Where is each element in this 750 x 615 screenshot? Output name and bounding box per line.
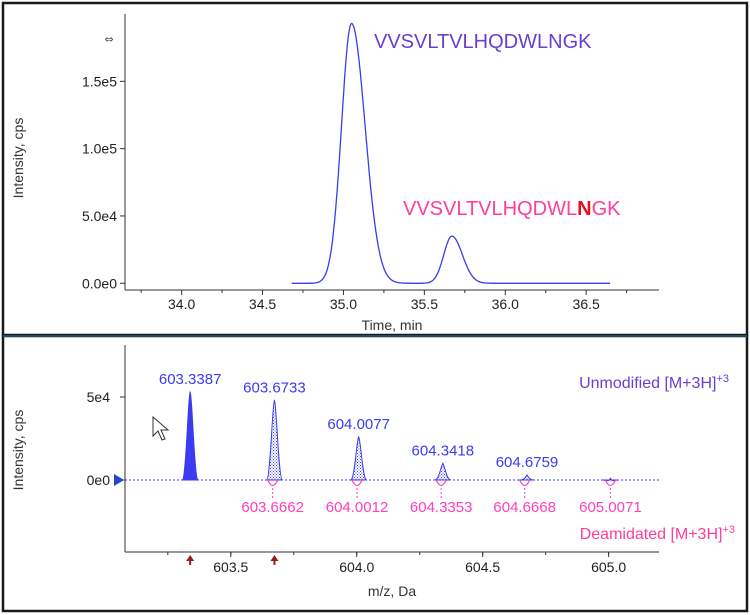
deamidated-peptide-prefix: VVSVLTVLHQDWL	[403, 198, 577, 220]
xic-y-tick-label: 0.0e0	[82, 275, 117, 291]
xic-y-tick-label: 1.0e5	[82, 141, 117, 157]
xic-xlabel: Time, min	[362, 317, 423, 333]
spectrum-x-tick-label: 604.5	[465, 559, 500, 575]
deamidated-peptide-suffix: GK	[592, 198, 622, 220]
spectrum-y-tick-label: 0e0	[87, 472, 111, 488]
spectrum-ylabel: Intensity, cps	[10, 410, 26, 491]
unmodified-peak	[434, 462, 452, 481]
xic-y-tick-label: 5.0e4	[82, 208, 117, 224]
unmodified-peptide-label: VVSVLTVLHQDWLNGK	[374, 31, 592, 53]
unmodified-peak-label: 604.0077	[327, 416, 390, 433]
xic-x-tick-label: 35.0	[330, 296, 357, 312]
spectrum-plot: 0e0 5e4 603.5 604.0 604.5 605.0 603.3387 603.…	[10, 345, 735, 599]
spectrum-y-tick-label: 5e4	[87, 389, 111, 405]
deamidated-legend-sup: +3	[722, 524, 735, 536]
unmodified-peak	[350, 435, 368, 481]
xic-x-tick-label: 36.0	[492, 296, 519, 312]
deamidated-peak-label: 604.3353	[410, 499, 473, 516]
unmodified-peak-label: 603.3387	[159, 371, 222, 388]
deamidated-peak	[267, 479, 279, 487]
unmodified-legend: Unmodified [M+3H]+3	[579, 373, 729, 392]
xic-x-tick-label: 35.5	[411, 296, 438, 312]
unmodified-peak-label: 603.6733	[243, 379, 306, 396]
deamidated-peak	[604, 479, 616, 487]
unmodified-peak-label: 604.3418	[412, 442, 475, 459]
unmodified-legend-text: Unmodified [M+3H]	[579, 375, 716, 392]
precursor-marker	[186, 555, 195, 561]
baseline-arrow-icon	[114, 474, 124, 486]
deamidated-legend: Deamidated [M+3H]+3	[580, 524, 735, 543]
spectrum-xlabel: m/z, Da	[368, 583, 416, 599]
unmodified-peak	[518, 473, 535, 481]
precursor-marker	[270, 555, 279, 561]
axis-arrow-icon: ⇕	[104, 35, 116, 44]
xic-x-tick-label: 36.5	[573, 296, 600, 312]
unmodified-peak	[181, 390, 199, 481]
deamidated-peak-label: 605.0071	[579, 499, 642, 516]
deamidated-peak-label: 604.6668	[493, 499, 556, 516]
spectrum-x-tick-label: 605.0	[591, 559, 626, 575]
xic-y-tick-label: 1.5e5	[82, 73, 117, 89]
xic-plot: 0.0e0 5.0e4 1.0e5 1.5e5 34.0 34.5 35.0 35.5 36.…	[10, 14, 659, 333]
deamidated-residue: N	[577, 198, 591, 220]
deamidated-peak	[519, 479, 531, 487]
spectrum-x-tick-label: 603.5	[213, 559, 248, 575]
unmodified-peak	[265, 399, 283, 481]
xic-ylabel: Intensity, cps	[10, 118, 26, 199]
spectrum-x-tick-label: 604.0	[339, 559, 374, 575]
xic-trace	[291, 22, 611, 284]
unmodified-legend-sup: +3	[716, 373, 729, 385]
deamidated-peptide-label: VVSVLTVLHQDWLNGK	[403, 198, 621, 220]
deamidated-peak-label: 604.0012	[326, 499, 389, 516]
unmodified-peak-label: 604.6759	[496, 454, 559, 471]
xic-x-tick-label: 34.0	[168, 296, 195, 312]
mouse-cursor-icon	[152, 415, 170, 441]
deamidated-legend-text: Deamidated [M+3H]	[580, 526, 723, 543]
deamidated-peak	[351, 479, 363, 487]
deamidated-peak	[435, 479, 447, 487]
unmodified-peak	[602, 477, 619, 482]
xic-x-tick-label: 34.5	[249, 296, 276, 312]
deamidated-peak-label: 603.6662	[241, 499, 304, 516]
